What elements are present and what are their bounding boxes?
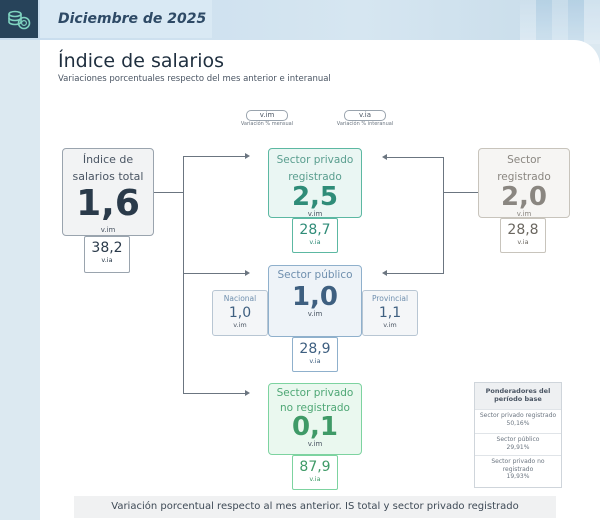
connector (443, 157, 444, 274)
national-public-box: Nacional 1,0 v.im (212, 290, 268, 336)
arrow-icon (245, 390, 250, 396)
total-vim-unit: v.im (100, 226, 116, 234)
private-unregistered-via-box: 87,9 v.ia (292, 455, 338, 490)
legend-via-chip: v.ia (344, 110, 386, 121)
weights-row-name: Sector privado registrado (479, 412, 557, 419)
report-date: Diciembre de 2025 (40, 0, 212, 38)
arrow-icon (382, 270, 387, 276)
private-registered-box: Sector privado registrado 2,5 v.im (268, 148, 362, 218)
private-unregistered-via-value: 87,9 (299, 459, 331, 475)
private-registered-label-2: registrado (288, 171, 342, 183)
private-unregistered-vim-value: 0,1 (291, 412, 339, 442)
total-via-unit: v.ia (101, 256, 113, 264)
total-label-1: Índice de (82, 153, 134, 166)
public-sector-via-box: 28,9 v.ia (292, 337, 338, 372)
public-sector-via-value: 28,9 (299, 341, 331, 357)
public-sector-via-unit: v.ia (309, 357, 321, 365)
connector (387, 157, 444, 158)
connector (183, 156, 245, 157)
weights-row: Sector privado registrado 50,16% (475, 409, 561, 433)
weights-title-1: Ponderadores del (485, 387, 551, 395)
connector (387, 273, 444, 274)
provincial-label: Provincial (371, 294, 409, 303)
registered-sector-box: Sector registrado 2,0 v.im (478, 148, 570, 218)
private-unregistered-vim-unit: v.im (307, 440, 323, 448)
private-unregistered-label-2: no registrado (280, 402, 350, 414)
weights-table: Ponderadores del período base Sector pri… (474, 382, 562, 488)
provincial-public-box: Provincial 1,1 v.im (362, 290, 418, 336)
private-registered-via-box: 28,7 v.ia (292, 218, 338, 253)
private-registered-via-value: 28,7 (299, 222, 331, 238)
provincial-vim-value: 1,1 (378, 305, 402, 321)
legend-vim-caption: Variación % mensual (240, 121, 294, 127)
private-unregistered-via-unit: v.ia (309, 475, 321, 483)
public-sector-box: Sector público 1,0 v.im (268, 265, 362, 337)
weights-row-value: 19,93% (506, 473, 530, 480)
connector (183, 393, 245, 394)
weights-header: Ponderadores del período base (475, 383, 561, 409)
arrow-icon (382, 154, 387, 160)
registered-sector-vim-unit: v.im (516, 210, 532, 218)
registered-sector-via-box: 28,8 v.ia (500, 218, 546, 253)
registered-sector-label-1: Sector (507, 154, 541, 166)
weights-row-name-2: registrado (502, 465, 534, 473)
public-sector-label: Sector público (277, 269, 353, 281)
private-registered-label-1: Sector privado (276, 154, 354, 166)
arrow-icon (245, 153, 250, 159)
weights-row-value: 50,16% (506, 419, 530, 427)
provincial-vim-unit: v.im (383, 321, 397, 329)
arrow-icon (245, 270, 250, 276)
header-decoration (520, 0, 600, 44)
coins-stack-icon (8, 10, 31, 30)
page-title: Índice de salarios (58, 50, 225, 72)
weights-row: Sector público 29,91% (475, 433, 561, 455)
registered-sector-via-value: 28,8 (507, 222, 539, 238)
weights-row-name: Sector privado no (491, 458, 545, 465)
registered-sector-label-2: registrado (497, 171, 551, 183)
national-vim-value: 1,0 (228, 305, 252, 321)
registered-sector-via-unit: v.ia (517, 238, 529, 246)
total-label-2: salarios total (72, 170, 144, 183)
private-registered-via-unit: v.ia (309, 238, 321, 246)
private-registered-vim-value: 2,5 (291, 182, 339, 212)
connector (443, 192, 478, 193)
weights-row: Sector privado no registrado 19,93% (475, 455, 561, 488)
connector (154, 192, 184, 193)
total-index-box: Índice de salarios total 1,6 v.im (62, 148, 154, 236)
private-unregistered-box: Sector privado no registrado 0,1 v.im (268, 383, 362, 455)
total-via-box: 38,2 v.ia (84, 236, 130, 273)
app-logo[interactable] (0, 0, 38, 38)
page-subtitle: Variaciones porcentuales respecto del me… (58, 74, 331, 84)
connector (183, 156, 184, 394)
public-sector-vim-value: 1,0 (291, 282, 339, 312)
private-registered-vim-unit: v.im (307, 210, 323, 218)
weights-row-name: Sector público (496, 436, 540, 443)
national-label: Nacional (223, 294, 257, 303)
legend-vim-chip: v.im (246, 110, 288, 121)
total-via-value: 38,2 (91, 240, 123, 256)
registered-sector-vim-value: 2,0 (500, 182, 548, 212)
figure-caption: Variación porcentual respecto al mes ant… (74, 496, 556, 518)
weights-title-2: período base (494, 395, 542, 403)
public-sector-vim-unit: v.im (307, 310, 323, 318)
weights-row-value: 29,91% (506, 443, 530, 451)
private-unregistered-label-1: Sector privado (276, 387, 354, 399)
connector (183, 273, 245, 274)
legend-via-caption: Variación % interanual (336, 121, 394, 127)
total-vim-value: 1,6 (76, 183, 140, 224)
national-vim-unit: v.im (233, 321, 247, 329)
